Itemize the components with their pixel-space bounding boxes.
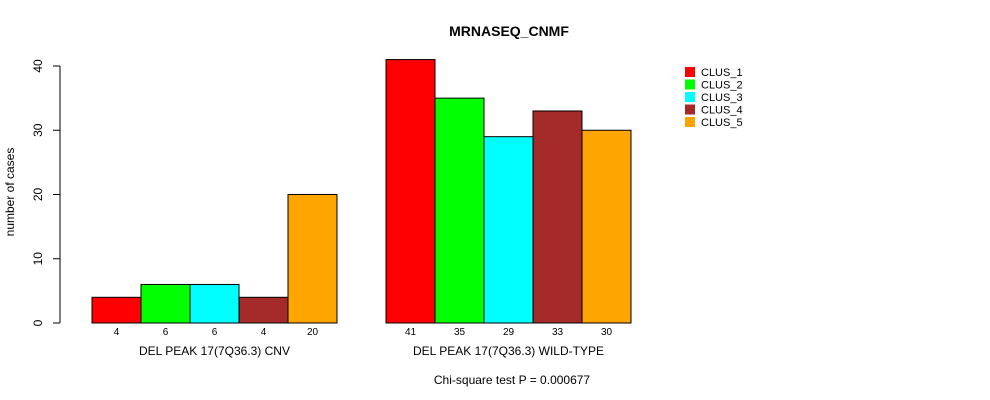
chi-square-annotation: Chi-square test P = 0.000677 xyxy=(434,373,591,387)
bar-value-label: 33 xyxy=(552,327,564,338)
bar xyxy=(189,283,240,324)
bar xyxy=(434,97,485,324)
legend-swatch xyxy=(685,104,695,115)
y-tick-label: 10 xyxy=(31,252,45,266)
y-tick-label: 40 xyxy=(31,59,45,73)
bar-value-label: 30 xyxy=(601,327,613,338)
legend-item: CLUS_4 xyxy=(685,104,743,117)
bar xyxy=(385,59,436,324)
bar xyxy=(140,283,191,324)
bar xyxy=(91,296,142,324)
legend-swatch xyxy=(685,117,695,127)
legend-item: CLUS_1 xyxy=(685,67,743,79)
bar xyxy=(287,194,338,324)
legend-label: CLUS_3 xyxy=(701,92,743,104)
legend-label: CLUS_4 xyxy=(701,105,743,117)
bar-value-label: 4 xyxy=(261,327,267,338)
legend-label: CLUS_2 xyxy=(701,80,743,92)
y-axis: 0 10 20 30 40 xyxy=(31,59,61,326)
bar-value-label: 35 xyxy=(454,327,466,338)
bar-value-label: 20 xyxy=(307,327,319,338)
legend-label: CLUS_1 xyxy=(701,67,743,79)
chart-title: MRNASEQ_CNMF xyxy=(449,23,569,39)
group-label: DEL PEAK 17(7Q36.3) WILD-TYPE xyxy=(413,344,604,358)
bar-value-label: 4 xyxy=(114,327,120,338)
legend-label: CLUS_5 xyxy=(701,117,743,129)
bar-value-label: 6 xyxy=(163,327,169,338)
y-axis-label: number of cases xyxy=(3,148,17,237)
bar xyxy=(483,136,534,324)
bar xyxy=(238,296,289,324)
legend-swatch xyxy=(685,79,695,90)
bar-value-label: 41 xyxy=(405,327,417,338)
legend-swatch xyxy=(685,67,695,77)
legend-item: CLUS_3 xyxy=(685,92,743,104)
y-tick-label: 30 xyxy=(31,123,45,137)
legend-item: CLUS_2 xyxy=(685,79,743,92)
group-label: DEL PEAK 17(7Q36.3) CNV xyxy=(139,344,290,358)
legend-item: CLUS_5 xyxy=(685,117,743,129)
y-tick-label: 20 xyxy=(31,188,45,202)
y-tick-label: 0 xyxy=(31,319,45,326)
bar-group: 41 35 29 33 30 DEL PEAK 17(7Q36.3) WILD-TYPE xyxy=(385,59,632,358)
bar-value-label: 29 xyxy=(503,327,515,338)
bar xyxy=(532,110,583,324)
bars: 4 6 6 4 20 DEL PEAK 17(7Q36.3) CNV 41 35 29 33 30 D… xyxy=(91,59,632,358)
bar xyxy=(581,129,632,324)
legend-swatch xyxy=(685,92,695,102)
bar-value-label: 6 xyxy=(212,327,218,338)
bar-group: 4 6 6 4 20 DEL PEAK 17(7Q36.3) CNV xyxy=(91,194,338,358)
